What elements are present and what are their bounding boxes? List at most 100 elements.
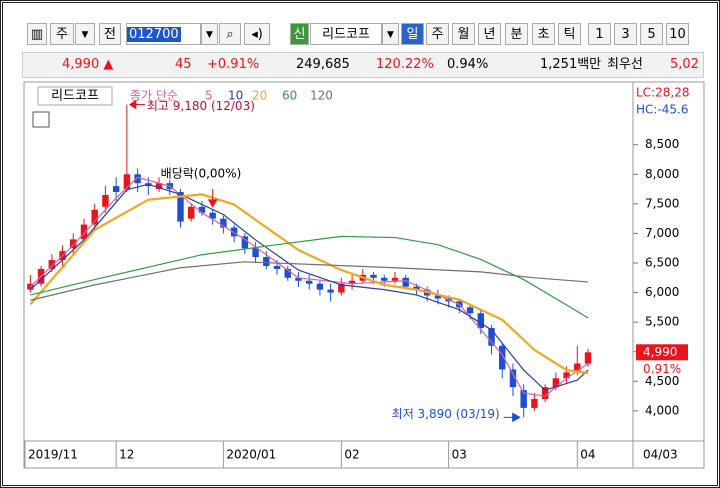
candle-body — [155, 183, 163, 190]
y-tick-label: 8,000 — [645, 167, 679, 181]
candle-body — [316, 283, 324, 290]
annotation: 최저 3,890 (03/19) — [392, 407, 500, 421]
turnover: 0.94% — [447, 57, 489, 72]
interval-button[interactable]: 1 — [588, 23, 611, 45]
period-tab[interactable]: 년 — [478, 23, 501, 45]
period-tab[interactable]: 주 — [426, 23, 449, 45]
legend-prefix: 종가 단순 — [130, 89, 178, 103]
candle-body — [48, 260, 56, 269]
best: 최우선 — [607, 57, 643, 72]
candle-body — [520, 390, 527, 408]
candle-body — [198, 206, 206, 213]
search[interactable]: ⌕ — [219, 23, 241, 45]
candle-body — [252, 248, 259, 258]
candle-body — [531, 399, 538, 408]
menu-icon[interactable]: ▥ — [27, 23, 47, 45]
y-tick-label: 4,500 — [645, 374, 679, 388]
quote-bar — [22, 52, 704, 78]
lc-label: LC:28,28 — [636, 86, 689, 100]
candle-body — [402, 277, 409, 287]
candle-body — [134, 174, 141, 184]
annotation-arrow — [503, 412, 521, 423]
candle-body — [209, 212, 216, 219]
period-tab[interactable]: 분 — [505, 23, 528, 45]
candle-body — [327, 289, 334, 293]
x-tick-label: 12 — [119, 448, 134, 462]
candle-body — [177, 192, 184, 222]
period-tab[interactable]: 틱 — [558, 23, 581, 45]
interval-button[interactable]: 5 — [640, 23, 663, 45]
moving-average — [30, 261, 589, 301]
annotation: 최고 9,180 (12/03) — [147, 99, 255, 113]
candle-body — [220, 218, 227, 228]
y-tick-label: 4,000 — [645, 403, 679, 417]
volume: 249,685 — [296, 57, 350, 72]
legend-entry: 20 — [252, 89, 267, 103]
vol-rate: 120.22% — [376, 57, 434, 72]
amount: 1,251백만 — [540, 57, 602, 72]
change: 45 — [175, 57, 192, 72]
candle-body — [80, 224, 88, 240]
candle-body — [499, 345, 506, 370]
y-tick-label: 7,000 — [645, 226, 679, 240]
legend-entry: 5 — [205, 89, 213, 103]
annotation: 배당락(0,00%) — [161, 166, 242, 180]
moving-average — [30, 235, 589, 319]
period[interactable]: 주 — [50, 23, 74, 45]
moving-average — [29, 183, 589, 391]
legend-entry: 60 — [282, 89, 297, 103]
name-box — [37, 86, 113, 106]
candle-body — [263, 257, 270, 266]
dropdown[interactable]: ▼ — [201, 23, 218, 45]
current-price: 4,990 — [643, 345, 677, 359]
period-tab[interactable]: 일 — [401, 23, 424, 45]
current-price-box — [636, 344, 688, 361]
legend-entry: 10 — [228, 89, 243, 103]
y-tick-label: 6,000 — [645, 285, 679, 299]
candle-body — [305, 280, 313, 284]
candle-body — [466, 307, 474, 314]
prev[interactable]: 전 — [99, 23, 121, 45]
best-price: 5,02 — [670, 57, 699, 72]
candle-body — [584, 352, 592, 364]
code-input[interactable]: 012700 — [126, 23, 201, 45]
candle-body — [541, 387, 549, 400]
legend-entry: 120 — [310, 89, 333, 103]
candle-body — [284, 268, 291, 278]
x-tick-label: 03 — [452, 448, 467, 462]
candle-body — [230, 227, 238, 237]
y-tick-label: 8,500 — [645, 137, 679, 151]
y-tick-label: 5,500 — [645, 315, 679, 329]
x-tick-label: 02 — [344, 448, 359, 462]
hc-label: HC:-45.6 — [636, 103, 689, 117]
candle-body — [91, 209, 98, 225]
candle-body — [348, 280, 356, 284]
candle-body — [381, 277, 388, 281]
dropdown[interactable]: ▼ — [75, 23, 95, 45]
period-tab[interactable]: 월 — [452, 23, 475, 45]
candle-body — [112, 186, 120, 193]
stock-name[interactable]: 리드코프 — [310, 23, 382, 45]
candle-body — [102, 194, 109, 207]
current-change: 0.91% — [643, 362, 681, 376]
x-tick-label: 04 — [580, 448, 595, 462]
candle-body — [413, 286, 420, 290]
candle-body — [509, 369, 517, 388]
candle-body — [188, 206, 195, 219]
period-tab[interactable]: 초 — [532, 23, 555, 45]
candle-body — [574, 363, 581, 373]
y-tick-label: 7,500 — [645, 196, 679, 210]
candle-body — [338, 283, 345, 293]
candle-body — [27, 283, 34, 290]
dropdown[interactable]: ▼ — [382, 23, 399, 45]
y-tick-label: 6,500 — [645, 256, 679, 270]
interval-button[interactable]: 10 — [666, 23, 689, 45]
annotation-arrow — [207, 188, 218, 208]
candle-body — [434, 295, 442, 299]
candle-body — [370, 274, 377, 278]
speaker[interactable]: ◂) — [244, 23, 270, 45]
grid-icon[interactable] — [32, 111, 50, 128]
interval-button[interactable]: 3 — [614, 23, 637, 45]
